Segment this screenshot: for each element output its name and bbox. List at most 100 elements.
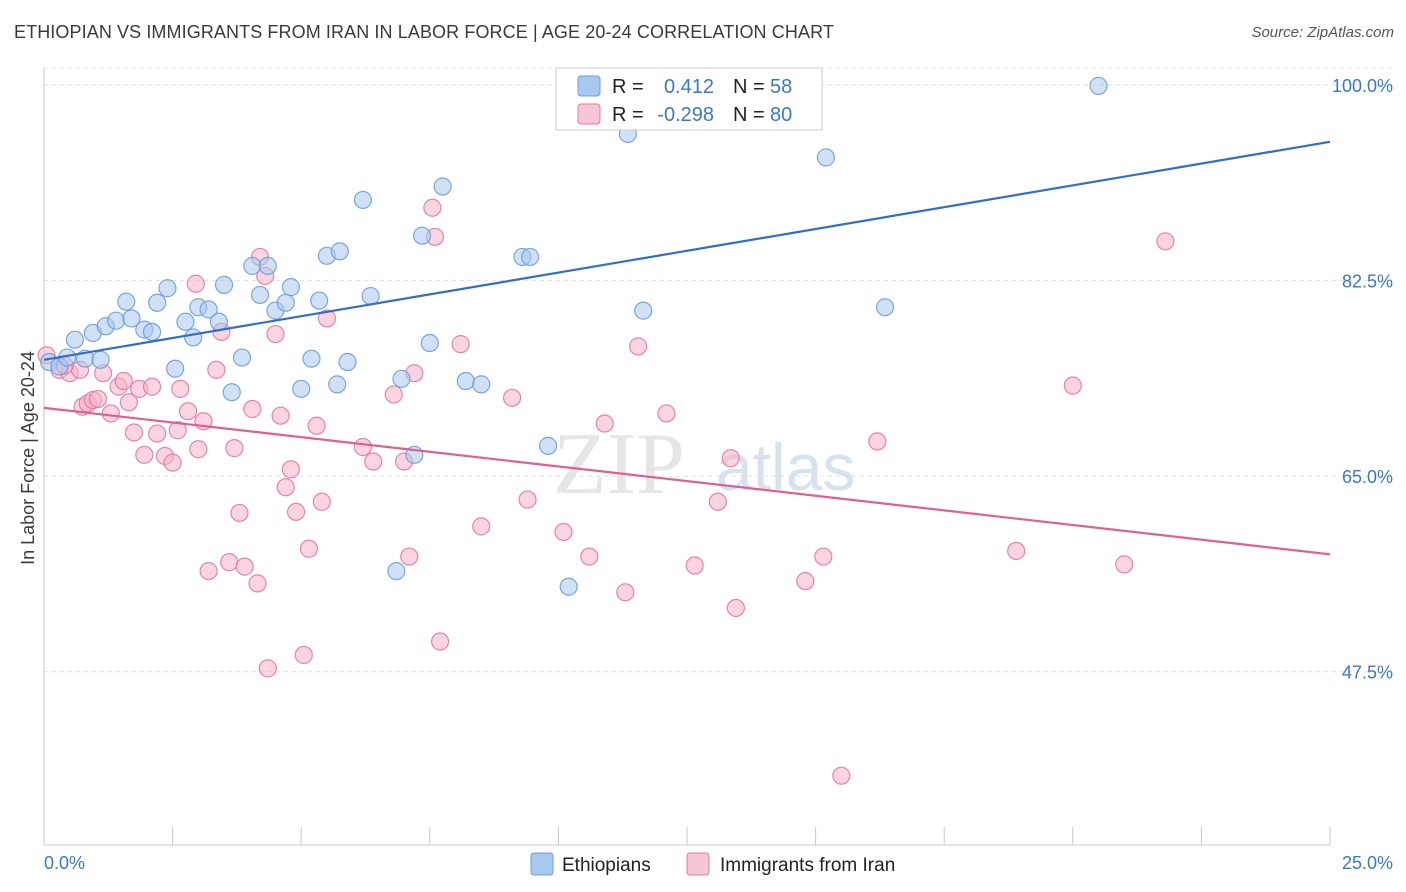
iran-point bbox=[243, 399, 262, 419]
iran-point bbox=[364, 452, 383, 471]
chart-title: ETHIOPIAN VS IMMIGRANTS FROM IRAN IN LAB… bbox=[14, 22, 834, 42]
stats-n-label-1: N = bbox=[733, 76, 765, 98]
stats-n-value-2: 80 bbox=[770, 104, 792, 126]
iran-point bbox=[207, 360, 226, 379]
iran-point bbox=[595, 414, 614, 433]
ethiopians-point bbox=[521, 247, 540, 267]
iran-point bbox=[168, 421, 187, 440]
iran-point bbox=[294, 645, 313, 665]
ethiopians-point bbox=[222, 383, 241, 402]
ethiopians-point bbox=[148, 293, 167, 312]
ethiopians-point bbox=[142, 322, 162, 341]
y-tick-label: 82.5% bbox=[1342, 271, 1393, 291]
iran-point bbox=[832, 766, 851, 785]
stats-swatch-ethiopians bbox=[577, 75, 601, 97]
ethiopians-point bbox=[166, 359, 185, 378]
iran-point bbox=[708, 492, 727, 511]
iran-point bbox=[220, 553, 239, 572]
stats-swatch-iran bbox=[577, 103, 601, 125]
iran-point bbox=[400, 547, 419, 566]
iran-point bbox=[685, 556, 704, 575]
iran-point bbox=[258, 659, 277, 678]
iran-point bbox=[235, 557, 254, 576]
ethiopians-point bbox=[158, 279, 177, 298]
source-label: Source: ZipAtlas.com bbox=[1251, 24, 1394, 41]
stats-r-value-2: -0.298 bbox=[657, 104, 714, 126]
ethiopians-point bbox=[875, 298, 895, 317]
iran-point bbox=[271, 406, 290, 425]
trend-line-iran bbox=[43, 406, 1331, 556]
iran-point bbox=[307, 416, 326, 435]
iran-point bbox=[189, 440, 208, 459]
y-tick-label: 100.0% bbox=[1332, 76, 1393, 96]
y-tick-label: 47.5% bbox=[1342, 663, 1393, 683]
x-tick-label-max: 25.0% bbox=[1342, 853, 1393, 873]
stats-r-label-2: R = bbox=[612, 104, 644, 126]
series-ethiopians-points bbox=[40, 75, 1108, 596]
iran-point bbox=[1115, 555, 1134, 574]
iran-point bbox=[1007, 541, 1026, 561]
iran-point bbox=[1063, 376, 1082, 395]
iran-point bbox=[186, 274, 205, 293]
ethiopians-point bbox=[353, 190, 373, 210]
iran-point bbox=[230, 503, 249, 523]
iran-point bbox=[312, 492, 331, 511]
iran-point bbox=[88, 389, 108, 409]
iran-point bbox=[101, 404, 120, 423]
iran-point bbox=[148, 424, 167, 443]
ethiopians-point bbox=[106, 311, 126, 330]
iran-point bbox=[353, 437, 373, 457]
iran-point bbox=[423, 198, 442, 217]
ethiopians-point bbox=[302, 349, 321, 368]
ethiopians-point bbox=[214, 275, 234, 294]
ethiopians-point bbox=[243, 256, 262, 275]
iran-point bbox=[142, 377, 162, 396]
ethiopians-point bbox=[559, 577, 578, 596]
trend-lines bbox=[43, 140, 1331, 556]
stats-n-value-1: 58 bbox=[770, 76, 792, 98]
legend-label-ethiopians: Ethiopians bbox=[562, 855, 651, 876]
iran-point bbox=[225, 439, 244, 458]
legend: Ethiopians Immigrants from Iran bbox=[530, 852, 895, 876]
ethiopians-point bbox=[232, 348, 252, 367]
ethiopians-point bbox=[816, 148, 835, 167]
ethiopians-point bbox=[330, 242, 349, 261]
iran-point bbox=[629, 337, 648, 356]
iran-point bbox=[276, 478, 295, 497]
ethiopians-point bbox=[1089, 76, 1108, 95]
iran-point bbox=[451, 335, 470, 354]
stats-r-value-1: 0.412 bbox=[664, 76, 714, 98]
iran-point bbox=[135, 445, 154, 464]
ethiopians-point bbox=[258, 256, 277, 275]
ethiopians-point bbox=[456, 371, 475, 391]
ethiopians-point bbox=[387, 561, 406, 581]
y-tick-label: 65.0% bbox=[1342, 467, 1393, 487]
gridlines bbox=[44, 67, 1393, 673]
iran-point bbox=[726, 598, 745, 618]
ethiopians-point bbox=[328, 375, 347, 394]
ethiopians-point bbox=[420, 333, 439, 353]
ethiopians-point bbox=[199, 300, 218, 319]
y-axis-label: In Labor Force | Age 20-24 bbox=[18, 351, 38, 565]
legend-swatch-iran bbox=[686, 852, 710, 876]
ethiopians-point bbox=[310, 291, 329, 310]
iran-point bbox=[580, 547, 599, 566]
iran-point bbox=[503, 388, 522, 407]
ethiopians-point bbox=[634, 301, 653, 320]
iran-point bbox=[266, 324, 285, 344]
iran-point bbox=[317, 309, 337, 328]
iran-point bbox=[124, 423, 144, 442]
ethiopians-point bbox=[539, 436, 558, 455]
iran-point bbox=[299, 539, 319, 558]
iran-point bbox=[248, 574, 267, 593]
iran-point bbox=[796, 572, 815, 591]
iran-point bbox=[472, 517, 491, 536]
iran-point bbox=[1156, 232, 1175, 251]
iran-point bbox=[281, 460, 301, 479]
y-tick-labels: 100.0% 82.5% 65.0% 47.5% bbox=[1332, 76, 1393, 683]
iran-point bbox=[616, 583, 635, 602]
x-ticks bbox=[43, 827, 1331, 845]
iran-point bbox=[163, 453, 182, 472]
ethiopians-point bbox=[292, 379, 311, 398]
iran-point bbox=[119, 393, 138, 412]
